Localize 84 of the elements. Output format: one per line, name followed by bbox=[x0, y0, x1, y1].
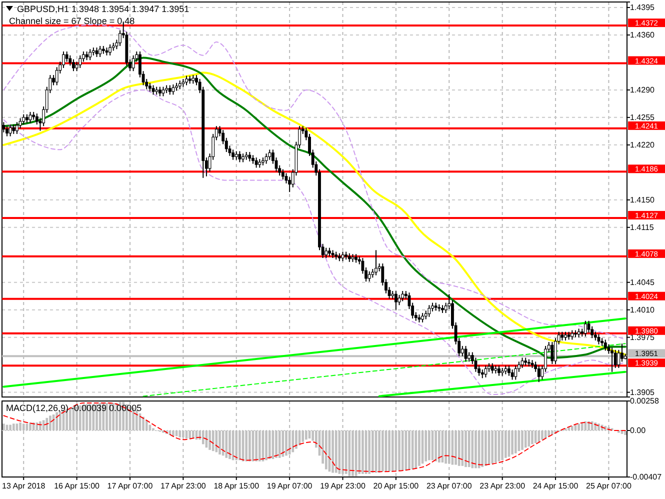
y-tick-label: 1.4045 bbox=[630, 278, 656, 287]
line-series bbox=[3, 402, 626, 472]
y-tick-label: 1.4150 bbox=[630, 195, 656, 204]
candlestick bbox=[514, 365, 518, 380]
candlestick bbox=[152, 84, 155, 96]
candlestick bbox=[614, 349, 617, 368]
candlestick bbox=[490, 362, 494, 374]
candlestick bbox=[537, 365, 540, 383]
candlestick bbox=[172, 84, 175, 96]
y-tick-label: 1.4220 bbox=[630, 140, 656, 150]
y-tick-label: 0.00258 bbox=[630, 396, 660, 406]
x-tick-label: 19 Apr 23:00 bbox=[320, 482, 366, 491]
candlestick bbox=[484, 365, 488, 378]
candlestick bbox=[248, 151, 252, 162]
line-series bbox=[3, 24, 626, 340]
candlestick bbox=[464, 345, 468, 362]
candlestick bbox=[78, 54, 82, 68]
candlestick bbox=[520, 357, 524, 368]
candlestick bbox=[281, 168, 284, 180]
candlestick bbox=[610, 347, 614, 372]
x-tick-label: 23 Apr 23:00 bbox=[480, 482, 526, 491]
candlestick bbox=[264, 153, 268, 164]
candlestick bbox=[324, 247, 328, 259]
candlestick bbox=[254, 156, 258, 168]
y-tick-label: 1.3975 bbox=[630, 332, 656, 342]
candlestick bbox=[15, 122, 18, 134]
candlestick bbox=[460, 345, 464, 357]
x-tick-label: 18 Apr 15:00 bbox=[214, 482, 260, 491]
y-tick-label: 1.4115 bbox=[630, 222, 654, 232]
line-series bbox=[3, 89, 626, 396]
candlestick bbox=[401, 290, 404, 302]
candlestick bbox=[185, 75, 188, 86]
candlestick bbox=[604, 339, 607, 352]
candlestick bbox=[368, 270, 371, 282]
annotation: Channel size = 67 Slope = 0.48 bbox=[9, 16, 135, 26]
candlestick bbox=[508, 365, 510, 376]
x-tick-label: 17 Apr 23:00 bbox=[160, 482, 206, 491]
y-tick-label: 1.4395 bbox=[630, 3, 656, 12]
candlestick bbox=[421, 312, 424, 323]
candlestick bbox=[8, 124, 12, 137]
candlestick bbox=[584, 320, 587, 338]
y-tick-label: 1.3905 bbox=[630, 388, 656, 397]
candlestick bbox=[510, 369, 514, 380]
candlestick bbox=[65, 50, 68, 62]
x-tick-label: 23 Apr 07:00 bbox=[426, 482, 472, 491]
candlestick bbox=[570, 330, 574, 340]
x-tick-label: 25 Apr 07:00 bbox=[586, 482, 632, 491]
candlestick bbox=[168, 84, 172, 96]
chart-title: GBPUSD,H1 1.3948 1.3954 1.3947 1.3951 bbox=[17, 4, 190, 14]
candlestick bbox=[268, 149, 272, 160]
candlestick bbox=[132, 54, 135, 72]
candlestick bbox=[341, 251, 344, 262]
candlestick bbox=[22, 114, 26, 126]
candlestick bbox=[88, 48, 92, 61]
x-tick-label: 17 Apr 07:00 bbox=[107, 482, 154, 491]
x-tick-label: 19 Apr 07:00 bbox=[266, 482, 313, 491]
chart-title: MACD(12,26,9) -0.00039 0.00005 bbox=[6, 403, 142, 413]
candlestick bbox=[108, 44, 112, 56]
y-tick-label: 1.4255 bbox=[630, 112, 656, 122]
candlestick bbox=[398, 294, 401, 306]
candlestick bbox=[468, 352, 471, 362]
y-tick-label: 1.4010 bbox=[630, 305, 656, 314]
candlestick bbox=[550, 342, 554, 365]
candlestick bbox=[428, 304, 431, 318]
candlestick bbox=[72, 58, 75, 72]
candlestick bbox=[498, 365, 500, 376]
x-tick-label: 20 Apr 15:00 bbox=[373, 482, 420, 491]
candlestick bbox=[394, 290, 398, 310]
x-tick-label: 16 Apr 15:00 bbox=[54, 482, 100, 491]
candlestick bbox=[374, 250, 378, 276]
candlestick bbox=[12, 124, 16, 134]
candlestick bbox=[158, 86, 162, 97]
candlestick bbox=[162, 86, 165, 97]
candlestick bbox=[98, 45, 102, 58]
x-tick-label: 24 Apr 15:00 bbox=[532, 482, 579, 491]
y-tick-label: -0.00407 bbox=[630, 472, 662, 482]
candlestick bbox=[238, 150, 242, 163]
candlestick bbox=[6, 126, 8, 137]
y-tick-label: 1.4290 bbox=[630, 86, 656, 95]
candlestick bbox=[232, 149, 235, 160]
candlestick bbox=[620, 343, 624, 362]
y-tick-label: 0.00 bbox=[630, 426, 646, 436]
y-tick-label: 1.4360 bbox=[630, 30, 656, 40]
x-tick-label: 13 Apr 2018 bbox=[2, 482, 46, 491]
